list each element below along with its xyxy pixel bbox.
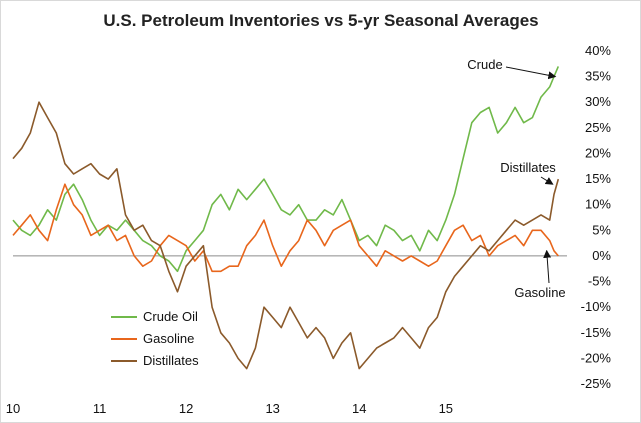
annotation-arrow <box>543 249 552 284</box>
legend-label-distillates: Distillates <box>143 353 199 368</box>
annotation-layer: Crude Distillates Gasoline <box>467 57 565 300</box>
y-tick-label: 5% <box>592 222 611 237</box>
y-tick-label: 35% <box>585 69 611 84</box>
x-tick-label: 12 <box>179 401 193 416</box>
series-line-crude-oil <box>12 66 560 273</box>
legend: Crude Oil Gasoline Distillates <box>111 309 199 368</box>
x-tick-label: 11 <box>93 401 107 416</box>
annotation-label: Distillates <box>500 160 556 175</box>
series-line-gasoline <box>12 183 559 273</box>
y-tick-label: 15% <box>585 171 611 186</box>
chart-title: U.S. Petroleum Inventories vs 5-yr Seaso… <box>103 11 538 30</box>
y-tick-label: 25% <box>585 120 611 135</box>
annotation-label: Gasoline <box>514 285 565 300</box>
series-layer <box>12 66 560 370</box>
series-line-distillates <box>12 101 560 370</box>
y-tick-label: 0% <box>592 248 611 263</box>
y-axis: -25% -20% -15% -10% -5% 0% 5% 10% 15% 20% 25% 30% 35… <box>581 43 612 391</box>
x-tick-label: 15 <box>439 401 453 416</box>
legend-label-gasoline: Gasoline <box>143 331 194 346</box>
x-axis: 10 11 12 13 14 15 <box>6 401 453 416</box>
y-tick-label: 10% <box>585 197 611 212</box>
y-tick-label: 20% <box>585 145 611 160</box>
legend-label-crude-oil: Crude Oil <box>143 309 198 324</box>
y-tick-label: -15% <box>581 325 612 340</box>
y-tick-label: -20% <box>581 350 612 365</box>
annotation-arrow <box>505 66 557 80</box>
y-tick-label: 40% <box>585 43 611 58</box>
y-tick-label: 30% <box>585 94 611 109</box>
annotation-arrow <box>540 176 554 185</box>
annotation-label: Crude <box>467 57 502 72</box>
x-tick-label: 10 <box>6 401 20 416</box>
y-tick-label: -25% <box>581 376 612 391</box>
y-tick-label: -5% <box>588 274 612 289</box>
y-tick-label: -10% <box>581 299 612 314</box>
x-tick-label: 13 <box>265 401 279 416</box>
x-tick-label: 14 <box>352 401 366 416</box>
